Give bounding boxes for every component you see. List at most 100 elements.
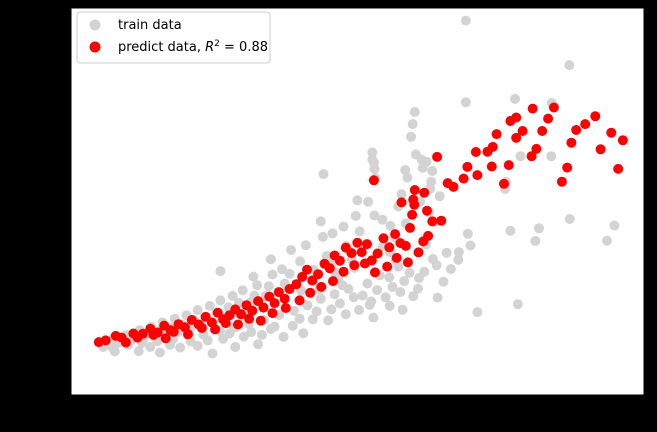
predict-point	[372, 248, 383, 259]
legend-train-marker	[89, 19, 101, 31]
predict-point	[346, 248, 357, 259]
predict-point	[458, 173, 469, 184]
predict-point	[370, 267, 380, 278]
train-point	[109, 346, 120, 357]
train-point	[326, 304, 337, 315]
train-point	[510, 93, 521, 104]
predict-point	[220, 318, 231, 329]
train-point	[252, 280, 263, 291]
train-point	[369, 163, 380, 174]
train-point	[384, 300, 395, 311]
predict-point	[448, 181, 459, 192]
train-point	[564, 214, 575, 224]
train-point	[263, 281, 274, 292]
predict-point	[423, 230, 434, 241]
train-point	[396, 189, 407, 200]
train-point	[472, 307, 483, 318]
legend-predict-label: predict data, R2 = 0.88	[118, 39, 268, 55]
train-point	[334, 298, 345, 309]
train-point	[207, 348, 218, 359]
predict-point	[427, 216, 438, 227]
axes-frame	[70, 7, 645, 396]
train-point	[367, 147, 378, 158]
predict-point	[413, 247, 424, 258]
train-point	[327, 228, 338, 239]
predict-point	[352, 237, 363, 248]
train-point	[215, 295, 226, 306]
train-point	[417, 162, 428, 173]
predict-point	[273, 287, 284, 298]
train-point	[278, 331, 289, 342]
train-point	[321, 250, 332, 261]
predict-point	[562, 162, 573, 173]
predict-point	[462, 161, 473, 172]
train-point	[465, 240, 476, 251]
train-point	[387, 281, 398, 292]
train-point	[230, 342, 241, 352]
predict-point	[324, 263, 335, 274]
predict-point	[526, 151, 537, 162]
predict-point	[405, 222, 415, 233]
predict-point	[279, 293, 290, 304]
train-point	[462, 228, 473, 239]
train-point	[609, 220, 620, 231]
predict-point	[305, 287, 316, 298]
train-point	[380, 292, 391, 303]
predict-point	[400, 240, 411, 251]
predict-point	[110, 330, 121, 341]
predict-point	[384, 242, 395, 253]
predict-point	[328, 276, 338, 287]
predict-point	[407, 209, 418, 220]
train-point	[362, 278, 373, 289]
predict-point	[269, 298, 280, 309]
train-point	[427, 166, 438, 176]
train-point	[307, 314, 318, 325]
predict-point	[267, 308, 278, 319]
train-point	[409, 107, 420, 117]
predict-point	[486, 161, 497, 172]
predict-point	[258, 302, 269, 313]
train-point	[512, 299, 523, 310]
predict-point	[537, 126, 548, 136]
predict-point	[617, 135, 628, 146]
legend: train data predict data, R2 = 0.88	[76, 11, 271, 64]
train-point	[338, 221, 349, 232]
train-point	[145, 342, 156, 352]
train-point	[202, 335, 213, 346]
train-point	[515, 151, 526, 162]
predict-point	[247, 305, 258, 316]
train-point	[302, 300, 313, 311]
predict-point	[334, 255, 345, 266]
train-point	[432, 292, 443, 303]
predict-point	[470, 147, 481, 157]
predict-point	[291, 279, 302, 290]
train-point	[427, 254, 438, 264]
train-point	[357, 290, 368, 301]
train-point	[287, 320, 298, 331]
predict-point	[543, 113, 554, 124]
predict-point	[378, 233, 389, 244]
train-point	[372, 285, 383, 295]
predict-point	[422, 205, 432, 216]
predict-point	[511, 112, 522, 123]
predict-point	[236, 309, 247, 320]
predict-point	[100, 335, 111, 346]
predict-point	[313, 269, 324, 280]
train-point	[434, 191, 445, 202]
train-point	[354, 226, 365, 237]
predict-point	[556, 176, 567, 187]
predict-point	[613, 163, 624, 174]
predict-point	[472, 170, 483, 181]
train-point	[340, 309, 351, 320]
legend-predict-marker	[89, 41, 101, 53]
predict-point	[566, 137, 577, 148]
predict-point	[196, 323, 207, 333]
train-point	[564, 60, 575, 71]
train-point	[256, 329, 267, 340]
train-point	[298, 328, 309, 339]
legend-frame	[76, 11, 271, 64]
predict-point	[595, 144, 606, 155]
predict-point	[356, 247, 367, 258]
train-point	[265, 254, 276, 265]
